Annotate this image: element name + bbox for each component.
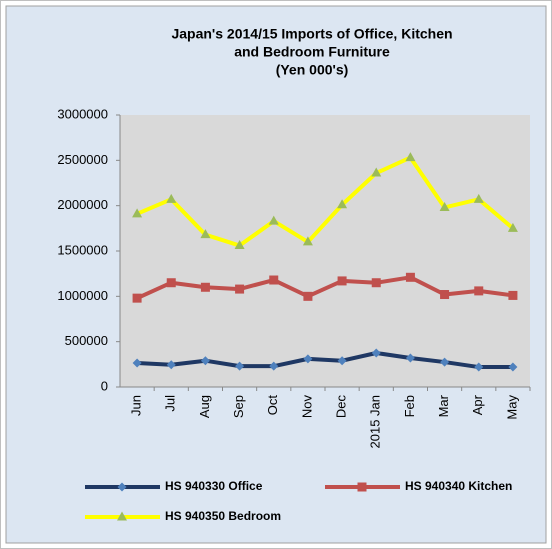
legend-label: HS 940340 Kitchen	[405, 479, 512, 493]
data-point	[303, 354, 313, 364]
data-point	[166, 360, 176, 370]
data-point	[269, 275, 279, 285]
x-tick-label: Feb	[402, 395, 417, 417]
data-point	[371, 348, 381, 358]
y-tick-label: 3000000	[57, 106, 108, 121]
y-tick-label: 500000	[65, 333, 108, 348]
series-line	[136, 351, 513, 370]
data-point	[405, 272, 415, 282]
data-point	[200, 282, 210, 292]
data-point	[132, 208, 143, 218]
y-tick-label: 2500000	[57, 152, 108, 167]
data-point	[405, 353, 415, 363]
legend-label: HS 940330 Office	[165, 479, 263, 493]
data-point	[234, 240, 245, 250]
x-tick-label: Dec	[334, 395, 349, 419]
data-point	[508, 362, 518, 372]
data-point	[200, 229, 211, 239]
data-point	[132, 293, 142, 303]
data-point	[269, 361, 279, 371]
x-tick-label: Mar	[436, 394, 451, 417]
data-point	[507, 222, 518, 232]
data-point	[132, 358, 142, 368]
x-tick-label: Aug	[197, 395, 212, 418]
y-tick-label: 1500000	[57, 242, 108, 257]
data-point	[371, 278, 381, 288]
x-tick-label: 2015 Jan	[368, 395, 383, 449]
series-line	[136, 275, 514, 300]
data-point	[439, 201, 450, 211]
data-point	[440, 357, 450, 367]
x-tick-label: May	[504, 395, 519, 420]
chart-title: and Bedroom Furniture	[234, 44, 390, 60]
legend-marker	[117, 482, 127, 492]
data-point	[337, 276, 347, 286]
series-line	[136, 155, 515, 248]
data-point	[473, 193, 484, 203]
chart-title: (Yen 000's)	[276, 62, 349, 78]
data-point	[371, 167, 382, 177]
data-point	[166, 278, 176, 288]
x-tick-label: Apr	[470, 394, 485, 415]
data-point	[303, 291, 313, 301]
y-tick-label: 0	[101, 378, 108, 393]
legend-marker	[117, 511, 127, 521]
legend-marker	[357, 482, 367, 492]
data-point	[302, 236, 313, 246]
x-tick-label: Oct	[265, 395, 280, 416]
chart-title: Japan's 2014/15 Imports of Office, Kitch…	[171, 26, 452, 42]
x-tick-label: Jul	[163, 395, 178, 412]
x-tick-label: Jun	[129, 395, 144, 416]
x-tick-label: Sep	[231, 395, 246, 418]
data-point	[337, 199, 348, 209]
legend-label: HS 940350 Bedroom	[165, 509, 281, 523]
plot-area	[120, 115, 530, 387]
data-point	[268, 215, 279, 225]
x-tick-label: Nov	[299, 395, 314, 419]
data-point	[235, 361, 245, 371]
data-point	[440, 290, 450, 300]
data-point	[235, 284, 245, 294]
data-point	[337, 356, 347, 366]
y-tick-label: 1000000	[57, 288, 108, 303]
data-point	[508, 290, 518, 300]
data-point	[200, 356, 210, 366]
data-point	[474, 286, 484, 296]
data-point	[474, 362, 484, 372]
data-point	[405, 152, 416, 162]
data-point	[166, 193, 177, 203]
y-tick-label: 2000000	[57, 197, 108, 212]
